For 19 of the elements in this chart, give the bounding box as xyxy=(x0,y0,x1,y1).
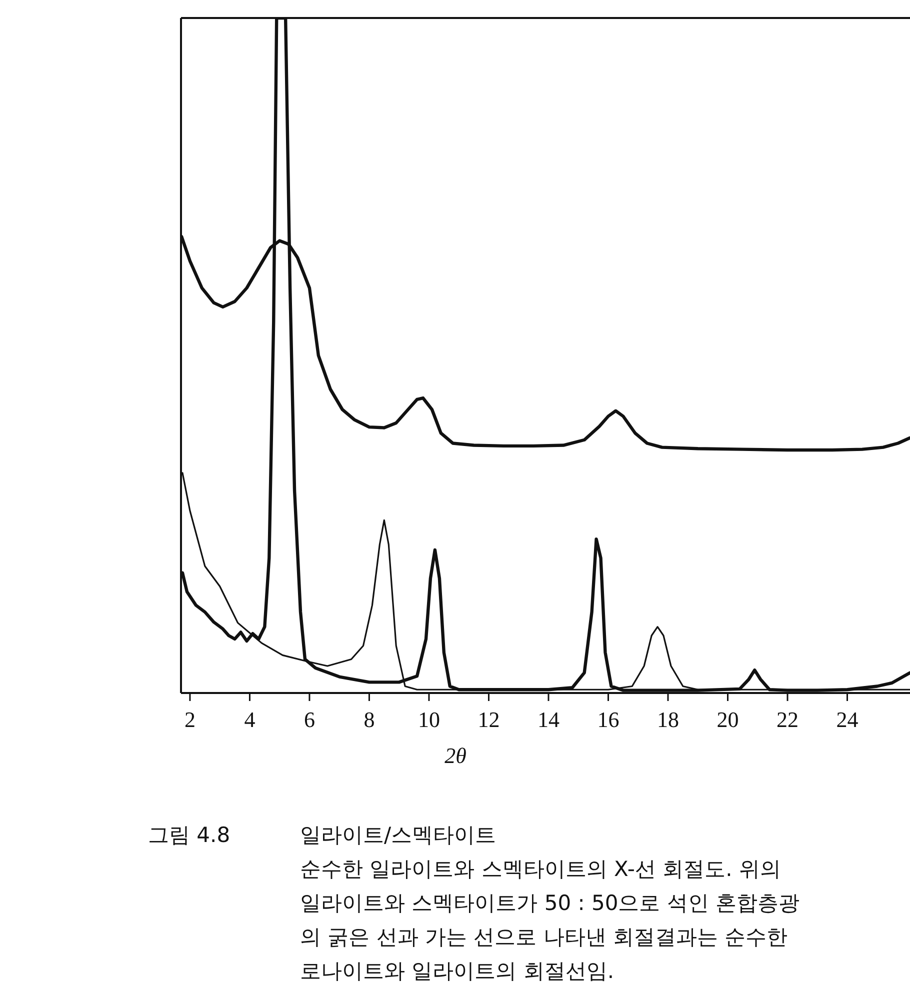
x-tick-label: 10 xyxy=(418,707,440,732)
text: 순수한 일라이트와 스멕타이트의 X-선 회절도. 위의 xyxy=(300,857,781,881)
x-tick-label: 6 xyxy=(304,707,315,732)
text: 로나이트와 일라이트의 회절선임. xyxy=(300,959,614,983)
x-tick-label: 22 xyxy=(776,707,799,732)
x-tick-label: 2 xyxy=(184,707,196,732)
x-tick-label: 8 xyxy=(364,707,375,732)
x-tick-label: 4 xyxy=(244,707,256,732)
x-tick-label: 24 xyxy=(836,707,858,732)
x-tick-label: 18 xyxy=(656,707,679,732)
text: 의 굵은 선과 가는 선으로 나타낸 회절결과는 순수한 xyxy=(300,925,788,949)
x-tick-label: 14 xyxy=(537,707,560,732)
caption: 그림 4.8 xyxy=(148,823,230,847)
x-tick-label: 12 xyxy=(478,707,500,732)
x-axis-title: 2θ xyxy=(444,743,467,768)
text: 일라이트/스멕타이트 xyxy=(300,823,496,847)
text: 일라이트와 스멕타이트가 50 : 50으로 석인 혼합층광 xyxy=(300,891,800,915)
x-tick-label: 20 xyxy=(716,707,739,732)
x-tick-label: 16 xyxy=(597,707,620,732)
